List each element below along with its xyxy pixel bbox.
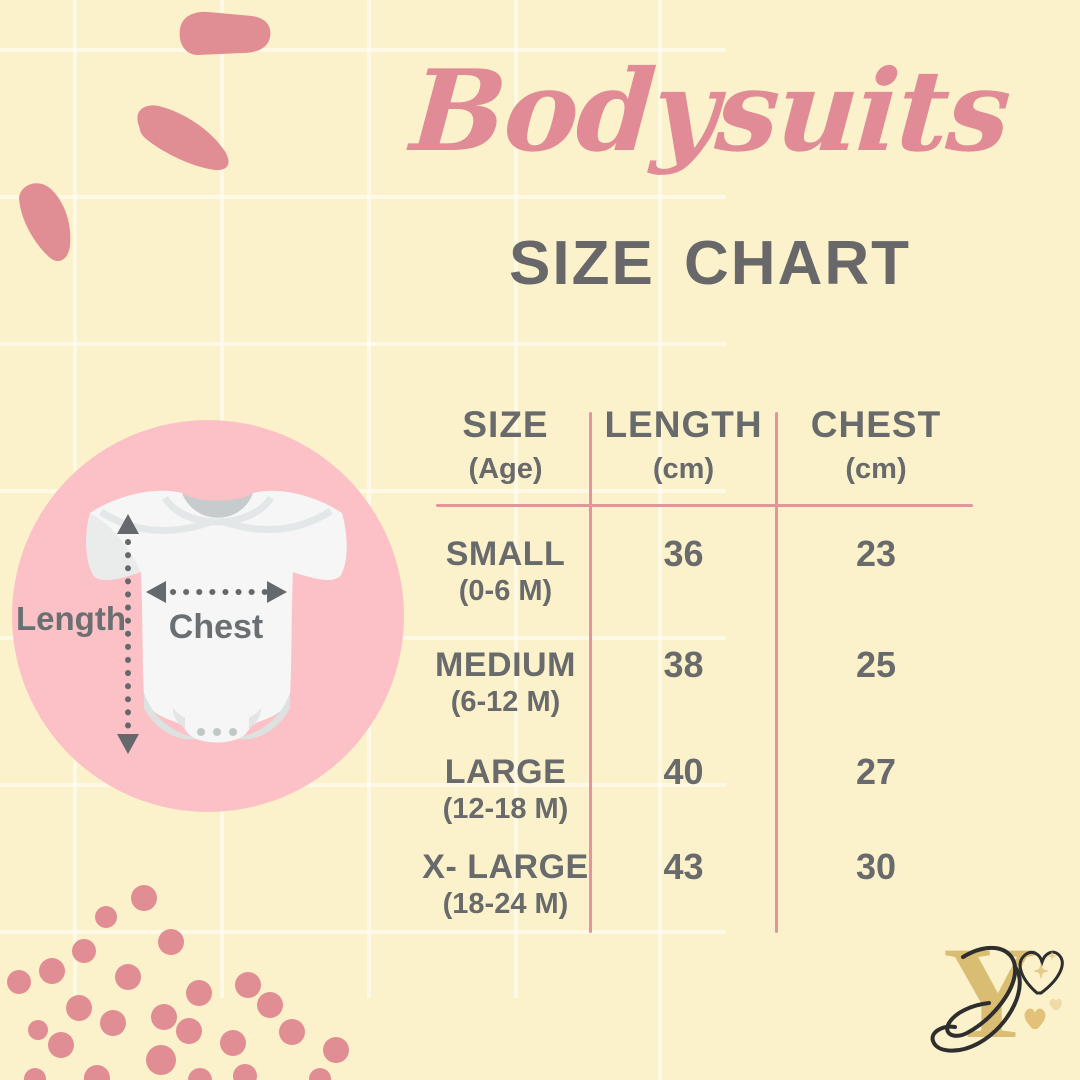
column-header-chest: CHEST (cm)	[810, 404, 942, 485]
column-header-size: SIZE (Age)	[462, 404, 549, 485]
logo-script-icon	[930, 946, 1064, 1053]
column-header-length: LENGTH (cm)	[604, 404, 763, 485]
chest-cell: 27	[855, 751, 897, 792]
size-cell: X- LARGE (18-24 M)	[422, 848, 589, 920]
poster-title: Bodysuits	[407, 46, 1013, 177]
table-row-xlarge: X- LARGE (18-24 M) 43 30	[420, 847, 976, 921]
length-label: Length	[16, 600, 126, 637]
table-column-divider	[775, 412, 778, 933]
table-row-large: LARGE (12-18 M) 40 27	[420, 752, 976, 826]
heart-icon	[1024, 1008, 1046, 1029]
length-cell: 43	[663, 846, 704, 887]
chest-label: Chest	[168, 608, 264, 646]
table-header-divider	[436, 504, 973, 507]
chest-cell: 25	[855, 644, 897, 685]
chest-cell: 23	[855, 533, 897, 574]
size-cell: LARGE (12-18 M)	[442, 753, 569, 825]
size-cell: MEDIUM (6-12 M)	[435, 646, 576, 718]
poster-subtitle: SIZE CHART	[509, 229, 911, 298]
decor-blobs-icon	[19, 11, 271, 262]
chest-cell: 30	[855, 846, 897, 887]
table-header: SIZE (Age) LENGTH (cm) CHEST (cm)	[420, 402, 976, 488]
length-cell: 40	[663, 751, 704, 792]
heart-icon	[1049, 998, 1062, 1010]
size-cell: SMALL (0-6 M)	[445, 535, 566, 607]
heart-outline-icon	[1018, 950, 1064, 995]
length-cell: 38	[663, 644, 704, 685]
table-row-medium: MEDIUM (6-12 M) 38 25	[420, 645, 976, 719]
decor-dots-icon	[7, 885, 349, 1080]
length-cell: 36	[663, 533, 704, 574]
table-column-divider	[589, 412, 592, 933]
table-row-small: SMALL (0-6 M) 36 23	[420, 534, 976, 608]
brand-logo: Y	[915, 925, 1080, 1080]
sparkle-icon	[1033, 951, 1057, 979]
